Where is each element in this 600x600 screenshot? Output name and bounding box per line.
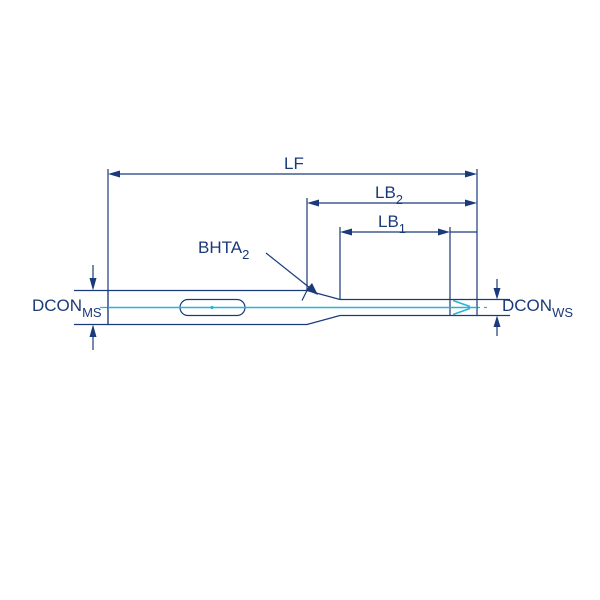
dim-lb1: LB1: [340, 212, 477, 236]
tool-body: [108, 291, 477, 325]
extension-lines: [108, 169, 477, 300]
dim-lf: LF: [108, 154, 477, 178]
lb1-label: LB: [378, 212, 399, 231]
svg-text:DCONWS: DCONWS: [502, 296, 573, 320]
dim-lb2: LB2: [307, 183, 477, 207]
dcon-ms-label: DCON: [32, 296, 82, 315]
svg-text:BHTA2: BHTA2: [198, 238, 249, 262]
svg-text:DCONMS: DCONMS: [32, 296, 102, 320]
bhta2-label: BHTA: [198, 238, 243, 257]
slot-center-dot: [210, 306, 213, 309]
dim-dcon-ms: DCONMS: [32, 265, 108, 350]
dim-dcon-ws: DCONWS: [477, 279, 573, 336]
tool-diagram: LF LB2 LB1 BHTA2 DCONMS D: [0, 0, 600, 600]
lb2-label: LB: [375, 183, 396, 202]
dcon-ws-label: DCON: [502, 296, 552, 315]
bhta2-leader: BHTA2: [198, 238, 318, 295]
lf-label: LF: [284, 154, 304, 173]
